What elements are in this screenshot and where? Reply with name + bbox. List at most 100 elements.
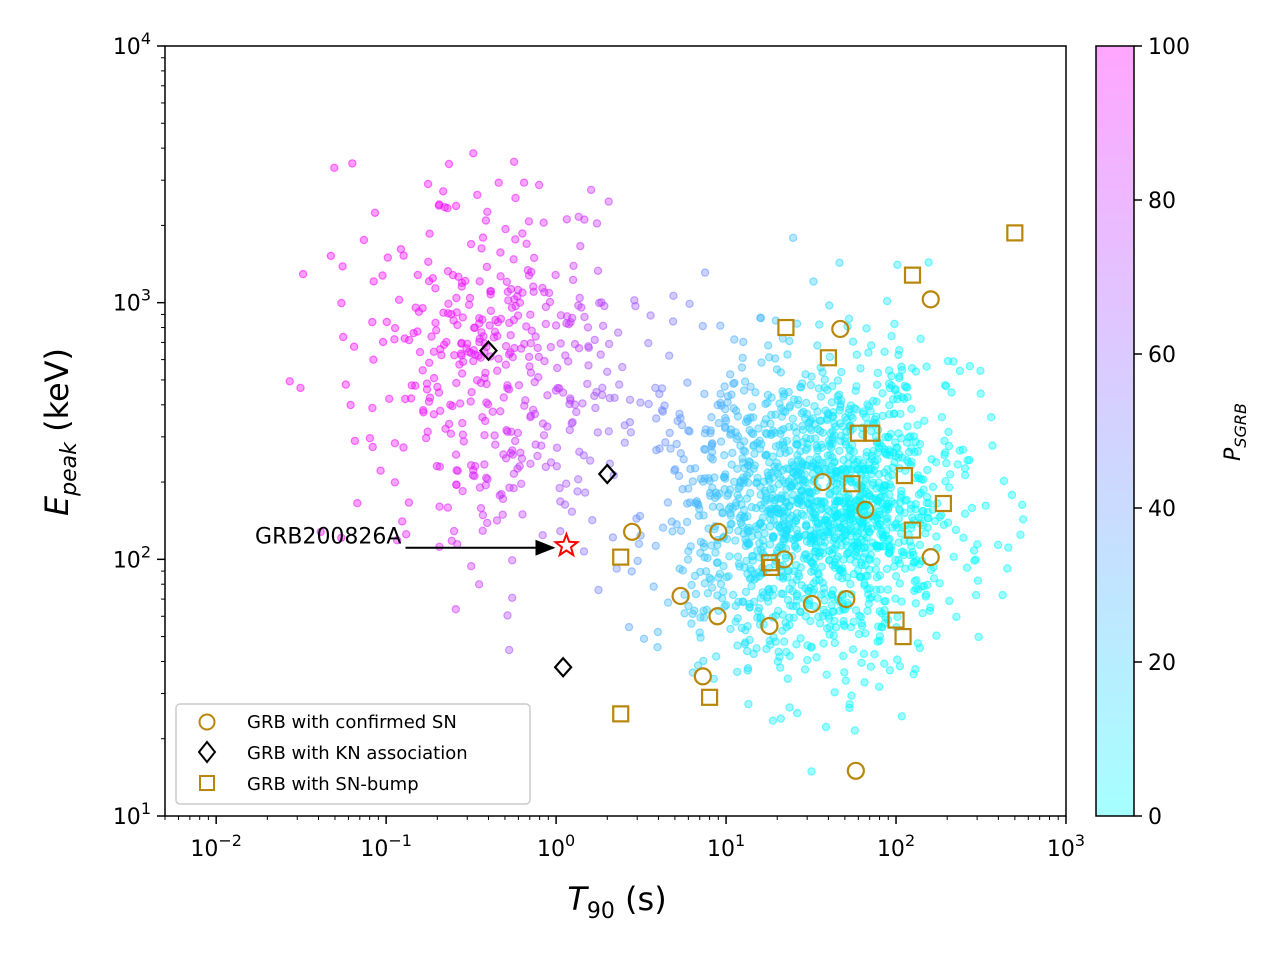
grb-point (878, 389, 887, 398)
grb-point (812, 523, 821, 532)
grb-point (475, 319, 484, 328)
grb-point (792, 525, 801, 535)
grb-point (496, 248, 505, 257)
grb-point (854, 629, 864, 639)
grb-point (945, 596, 954, 606)
grb-point (776, 714, 786, 723)
grb-point (497, 489, 506, 499)
grb-point (785, 446, 794, 455)
grb-point (586, 456, 595, 465)
grb-point (781, 492, 790, 501)
grb-point (808, 488, 817, 497)
grb-point (844, 548, 853, 557)
grb-point (815, 320, 824, 329)
grb-point (376, 466, 385, 475)
grb-point (534, 180, 544, 190)
grb-point (735, 562, 744, 571)
grb-point (551, 321, 561, 330)
grb-point (880, 448, 890, 457)
grb-point (501, 224, 510, 234)
background-points (285, 149, 1028, 776)
colorbar-tick-label: 40 (1148, 497, 1176, 522)
grb-point (477, 244, 486, 253)
grb-point (686, 464, 695, 474)
grb-point (716, 437, 726, 446)
grb-point (840, 519, 849, 528)
grb-point (864, 402, 874, 411)
grb-point (511, 235, 520, 244)
grb-point (668, 317, 678, 326)
grb-point (574, 212, 583, 221)
grb-point (556, 527, 565, 536)
grb-point (1007, 490, 1017, 500)
grb-point (414, 307, 424, 316)
grb-point (745, 526, 754, 536)
grb-point (792, 591, 802, 601)
grb-point (859, 409, 868, 418)
grb-point (518, 510, 527, 519)
grb-point (427, 332, 436, 341)
grb-point (778, 572, 788, 581)
grb-point (702, 605, 711, 615)
grb-point (448, 401, 457, 411)
grb-point (943, 356, 953, 366)
grb-point (838, 564, 847, 573)
grb-point (492, 516, 502, 525)
grb-point (457, 369, 467, 378)
grb-point (908, 513, 917, 522)
grb-point (926, 565, 936, 575)
grb-point (976, 366, 985, 375)
grb-point (820, 537, 830, 547)
grb-point (963, 456, 972, 465)
grb-point (509, 157, 519, 166)
grb-point (943, 518, 953, 527)
grb-point (627, 567, 636, 576)
grb-point (767, 468, 776, 478)
grb-point (880, 468, 889, 477)
grb-point (687, 580, 696, 590)
grb-point (583, 323, 593, 332)
grb-point (854, 455, 863, 464)
grb-point (684, 426, 693, 435)
grb-point (871, 494, 880, 503)
grb-point (781, 553, 791, 563)
grb-point (390, 439, 400, 448)
y-tick-label: 102 (113, 542, 151, 573)
grb-point (940, 381, 950, 390)
grb-point (728, 448, 737, 458)
grb-point (660, 401, 669, 410)
grb-point (746, 382, 755, 391)
grb-point (857, 572, 866, 582)
grb-point (390, 478, 400, 487)
grb-point (733, 667, 742, 677)
grb-point (922, 498, 931, 508)
grb-point (902, 456, 912, 465)
grb-point (508, 556, 517, 565)
sn-bump-marker (895, 466, 913, 485)
grb-point (670, 466, 679, 475)
grb-point (425, 358, 434, 367)
grb-point (658, 523, 668, 532)
grb-point (813, 341, 822, 350)
grb-point (691, 589, 701, 599)
grb-point (518, 229, 527, 238)
grb-point (507, 303, 517, 312)
grb-point (896, 409, 905, 419)
grb-point (653, 643, 662, 652)
grb-point (907, 364, 917, 373)
grb-point (903, 422, 912, 431)
grb-point (800, 414, 810, 423)
grb-point (893, 612, 902, 622)
sn-bump-marker (887, 611, 905, 629)
grb-point (776, 368, 786, 377)
grb-point (873, 425, 883, 435)
grb-point (882, 564, 892, 574)
grb-point (816, 392, 826, 401)
grb-point (897, 547, 907, 556)
confirmed-sn-marker (846, 761, 865, 780)
grb-point (716, 321, 725, 330)
grb-point (759, 477, 769, 486)
grb-point (560, 500, 570, 509)
grb-point (657, 384, 667, 393)
grb-point (490, 431, 499, 440)
